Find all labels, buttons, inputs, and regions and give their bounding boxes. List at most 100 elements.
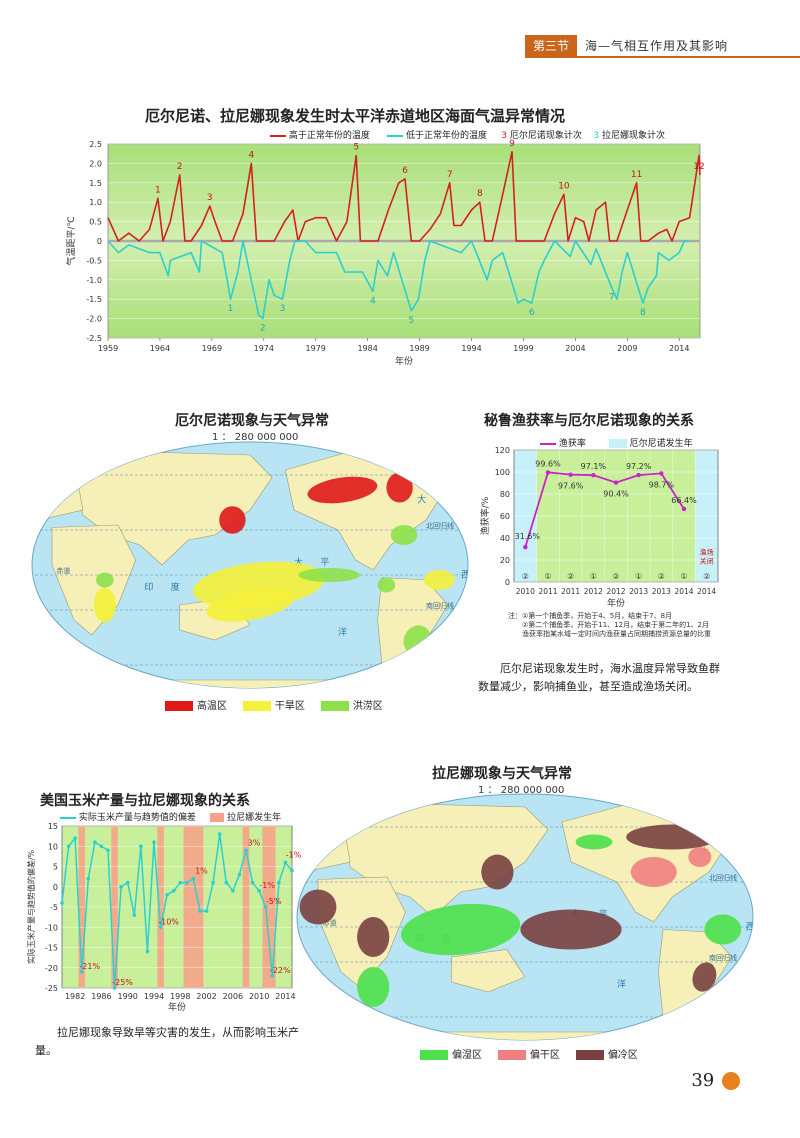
elnino-event-label: 8 xyxy=(477,189,483,199)
figure4-title: 美国玉米产量与拉尼娜现象的关系 xyxy=(40,793,250,809)
y-tick-label: -25 xyxy=(45,984,58,993)
fishing-rate-value-label: 97.2% xyxy=(626,462,652,471)
y-tick-label: 0 xyxy=(53,883,58,892)
flood-area xyxy=(390,525,418,545)
fishing-rate-chart: 0 20 40 60 80 100 120 2010 ② 2011 ① 2011 ② 2012 ① 2012 ②… xyxy=(479,446,719,609)
x-tick-label: 1998 xyxy=(170,992,190,1001)
closed-label-1: 渔场 xyxy=(700,548,714,557)
y-tick-label: -2.5 xyxy=(86,334,102,343)
legend-elnino: 厄尔尼诺现象计次 xyxy=(509,131,582,141)
lanina-event-label: 7 xyxy=(609,293,615,303)
latitude-label-south_circle: 南极圈 xyxy=(709,1008,730,1017)
figure3-paragraph: 厄尔尼诺现象发生时，海水温度异常导致鱼群数量减少，影响捕鱼业，甚至造成渔场关闭。 xyxy=(478,662,720,693)
legend-drier: 偏干区 xyxy=(529,1050,560,1061)
fishing-rate-value-label: 97.6% xyxy=(558,482,584,491)
corn-deviation-point xyxy=(211,880,215,885)
closed-label-2: 关闭 xyxy=(700,557,714,566)
dry-area xyxy=(423,570,455,590)
x-tick-label: 2010 xyxy=(516,587,535,596)
corn-value-label: -1% xyxy=(259,881,275,890)
x-tick-label: 2011 xyxy=(538,587,557,596)
x-tick-label: 2014 xyxy=(674,587,693,596)
flood-area xyxy=(96,572,114,588)
cold-area xyxy=(520,909,622,950)
season-marker: ① xyxy=(635,572,642,581)
ocean-label: 印 xyxy=(144,581,153,593)
elnino-event-label: 1 xyxy=(155,185,161,195)
lanina-event-label: 8 xyxy=(640,308,646,318)
ocean-label: 大 xyxy=(417,494,426,506)
y-tick-label: -1.5 xyxy=(86,295,102,304)
corn-value-label: 1% xyxy=(195,867,208,876)
corn-deviation-point xyxy=(171,889,176,893)
x-tick-label: 2014 xyxy=(275,992,295,1001)
x-tick-label: 2002 xyxy=(196,992,216,1001)
x-tick-label: 2012 xyxy=(606,587,625,596)
fishing-rate-point xyxy=(636,472,641,478)
ocean-label: 太 xyxy=(294,556,303,568)
section-title: 海—气相互作用及其影响 xyxy=(585,38,729,53)
corn-deviation-point xyxy=(165,893,169,897)
drier-area xyxy=(630,857,677,887)
lanina-event-label: 6 xyxy=(529,308,535,318)
corn-yield-chart: -25 -20 -15 -10 -5 0 5 10 15 1982 1986 1990 1994 1998… xyxy=(26,822,302,1013)
y-tick-label: 100 xyxy=(495,468,510,477)
continent-europe-west xyxy=(32,459,84,521)
ocean-label: 度 xyxy=(171,581,180,593)
corn-deviation-point xyxy=(191,876,196,881)
wet-area xyxy=(401,903,521,956)
fishing-rate-point xyxy=(568,472,573,477)
latitude-label-tropic_s: 南回归线 xyxy=(426,601,454,610)
figure5-title: 拉尼娜现象与天气异常 xyxy=(432,766,572,782)
legend-cold-area-swatch xyxy=(575,1050,604,1060)
x-tick-label: 2013 xyxy=(629,587,648,596)
y-axis-label: 实际玉米产量与趋势值的偏差/% xyxy=(26,849,36,964)
corn-deviation-point xyxy=(112,986,117,990)
corn-deviation-point xyxy=(277,880,281,885)
corn-deviation-point xyxy=(263,905,268,909)
corn-deviation-point xyxy=(217,832,222,836)
corn-deviation-point xyxy=(99,844,104,849)
latitude-label-north_circle: 北极圈 xyxy=(709,818,730,827)
corn-deviation-point xyxy=(125,880,130,885)
legend-dry: 干旱区 xyxy=(274,701,305,712)
corn-deviation-point xyxy=(60,901,64,905)
anomaly-line-chart: -2.5 -2.0 -1.5 -1.0 -0.5 0 0.5 1.0 1.5 2.0 2.5 1959… xyxy=(65,139,705,367)
lanina-event-label: 2 xyxy=(260,324,266,334)
corn-value-label: -5% xyxy=(266,897,282,906)
corn-deviation-point xyxy=(204,909,209,913)
x-tick-label: 1982 xyxy=(65,992,85,1001)
x-tick-label: 2004 xyxy=(565,344,585,353)
latitude-label-tropic_s: 南回归线 xyxy=(709,953,737,962)
legend-corn: 实际玉米产量与趋势值的偏差 xyxy=(78,813,196,823)
corn-deviation-point xyxy=(139,844,143,849)
x-tick-label: 2009 xyxy=(617,344,637,353)
legend-elnino-num: 3 xyxy=(501,131,507,141)
legend-cold: 低于正常年份的温度 xyxy=(405,131,487,141)
x-axis-label: 年份 xyxy=(395,355,413,367)
corn-deviation-point xyxy=(86,876,91,881)
hot-area xyxy=(386,472,413,503)
x-tick-label: 1990 xyxy=(118,992,138,1001)
ocean-label: 平 xyxy=(320,557,329,568)
legend-warm-swatch xyxy=(270,134,286,137)
figure2-scale: 1 ： 280 000 000 xyxy=(212,432,299,443)
x-tick-label: 1994 xyxy=(144,992,164,1001)
x-tick-label: 2006 xyxy=(223,992,243,1001)
cold-area xyxy=(626,824,719,850)
fishing-rate-point xyxy=(545,470,551,475)
chapter-header: 第三节 海—气相互作用及其影响 xyxy=(525,34,728,56)
fishing-rate-value-label: 31.6% xyxy=(515,532,541,541)
continent-europe-west xyxy=(297,811,351,873)
corn-deviation-point xyxy=(73,836,77,840)
y-tick-label: 60 xyxy=(500,512,510,521)
corn-value-label: -1% xyxy=(286,850,302,859)
elnino-event-label: 6 xyxy=(402,166,408,176)
y-tick-label: -0.5 xyxy=(86,256,102,265)
corn-deviation-point xyxy=(132,913,137,917)
page-number-text: 39 xyxy=(691,1070,715,1091)
x-tick-label: 2010 xyxy=(249,992,269,1001)
legend-flood-swatch xyxy=(320,701,349,711)
